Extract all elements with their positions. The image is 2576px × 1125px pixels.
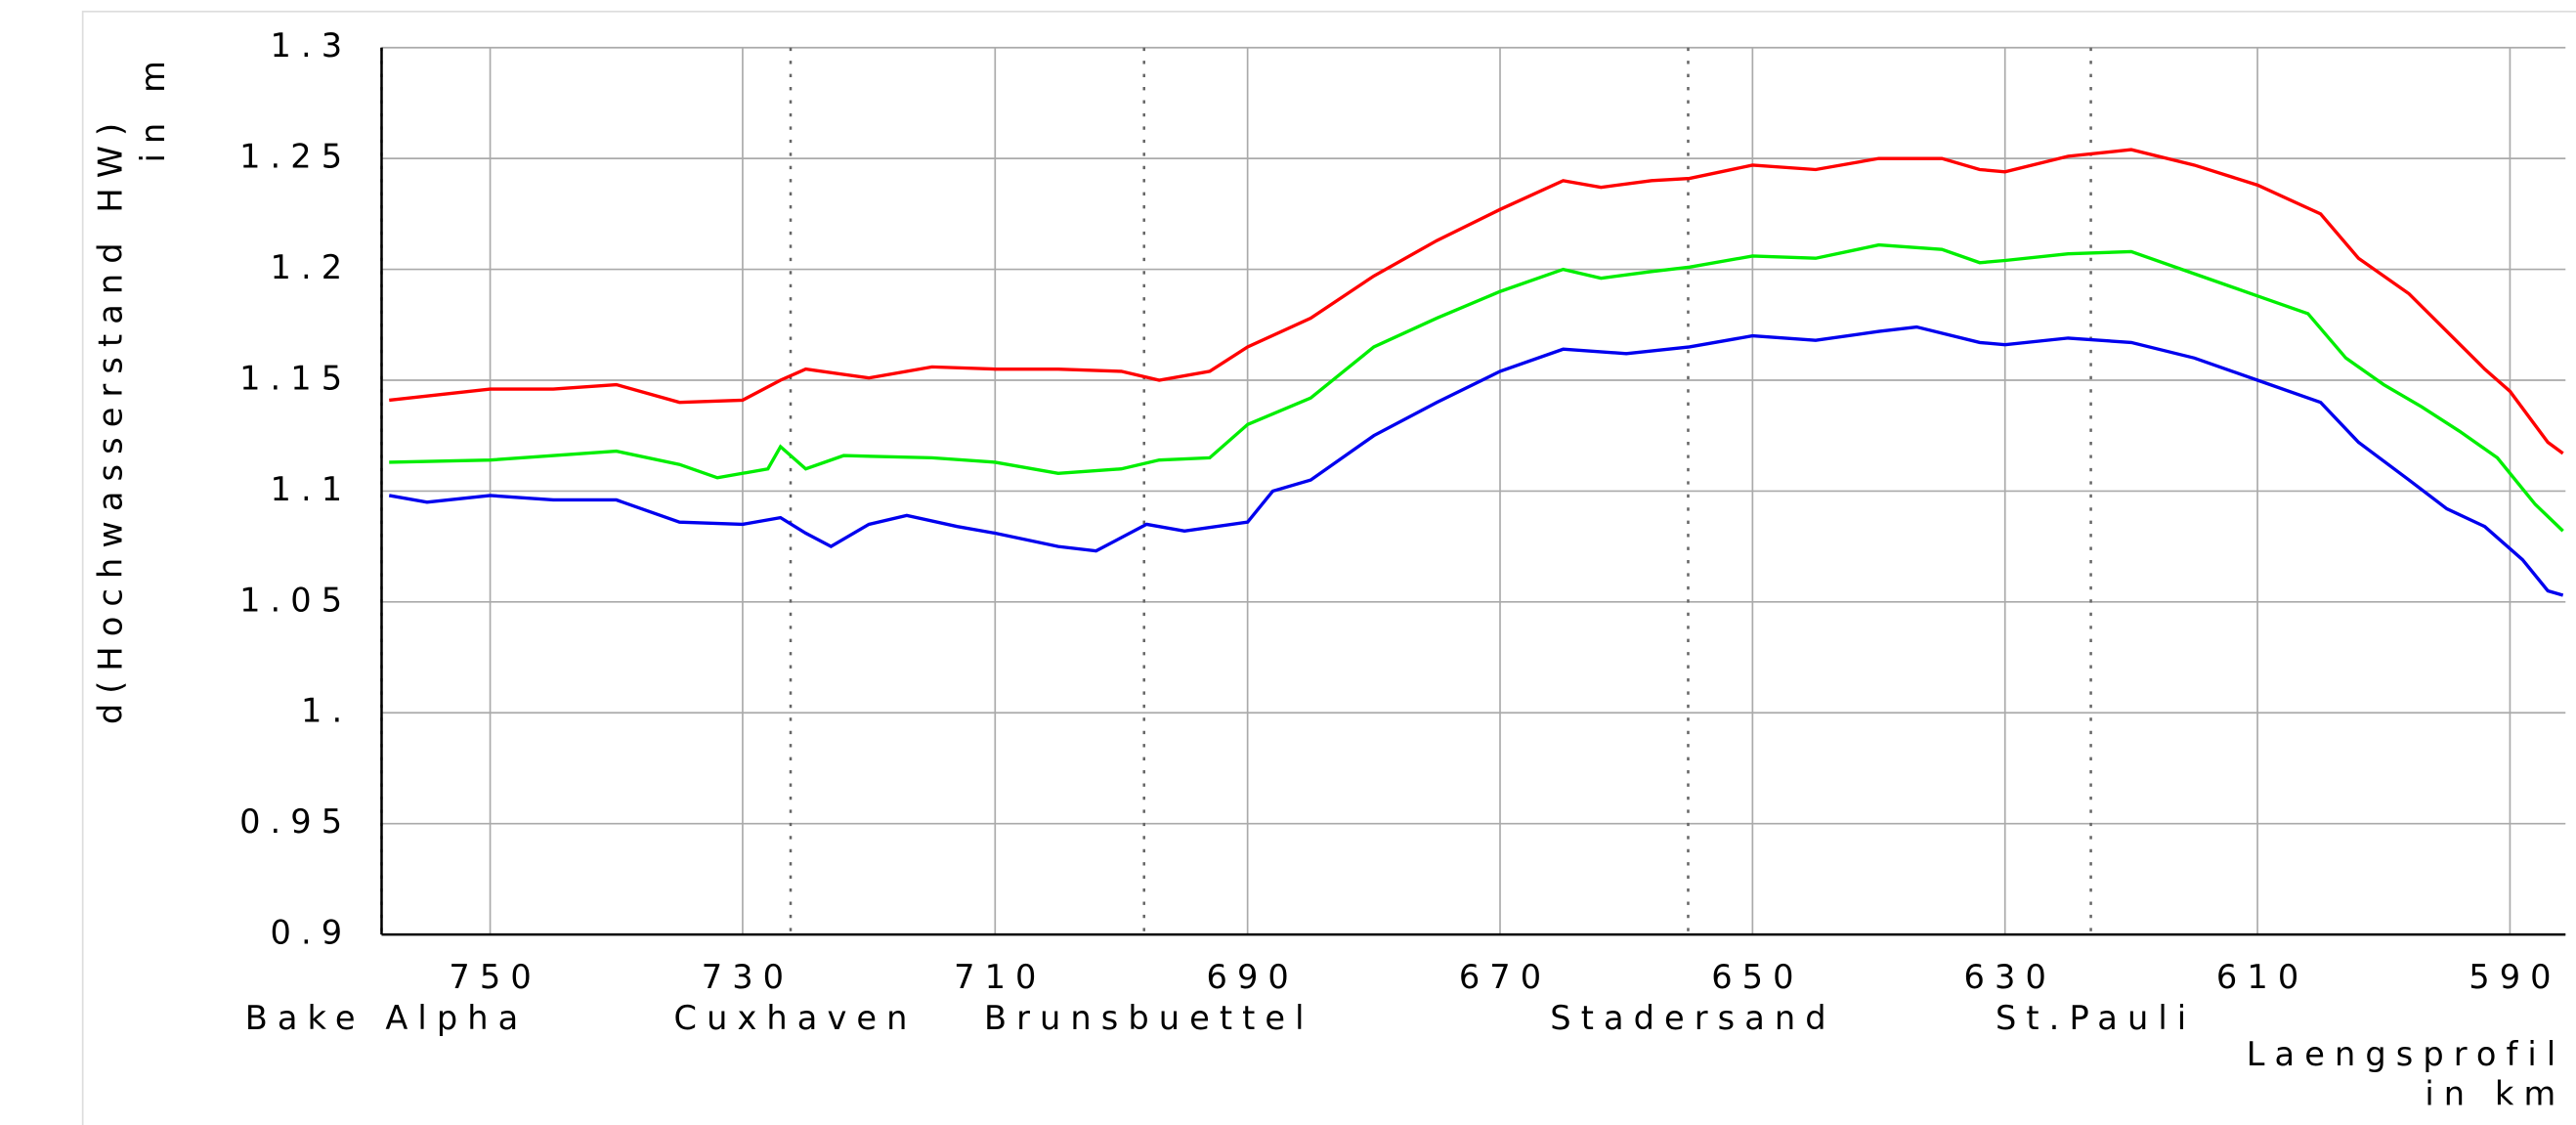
x-tick-label: 610 xyxy=(2216,958,2308,996)
y-tick-label: 0.95 xyxy=(239,802,352,841)
x-tick-label: 670 xyxy=(1459,958,1551,996)
location-label: Cuxhaven xyxy=(674,999,918,1037)
y-axis-unit: in m xyxy=(134,51,172,162)
x-tick-label: 630 xyxy=(1964,958,2056,996)
y-tick-label: 1.2 xyxy=(271,248,353,286)
location-label: Bake Alpha xyxy=(245,999,529,1037)
y-tick-label: 1.25 xyxy=(239,138,352,176)
x-tick-label: 730 xyxy=(702,958,794,996)
y-axis-label: d(Hochwasserstand HW) xyxy=(91,113,129,724)
location-label: Brunsbuettel xyxy=(984,999,1314,1037)
y-tick-label: 1.1 xyxy=(271,470,353,508)
location-label: St.Pauli xyxy=(1996,999,2196,1037)
series-line xyxy=(389,148,2564,455)
frame xyxy=(81,10,2576,1125)
x-tick-label: 710 xyxy=(954,958,1046,996)
x-axis-label: Laengsprofil xyxy=(2247,1035,2566,1073)
series-line xyxy=(388,325,2564,597)
x-tick-label: 750 xyxy=(449,958,540,996)
y-tick-label: 0.9 xyxy=(271,914,353,952)
series-line xyxy=(389,242,2564,533)
y-tick-label: 1. xyxy=(301,692,352,730)
x-tick-label: 650 xyxy=(1711,958,1803,996)
x-tick-label: 590 xyxy=(2469,958,2560,996)
y-tick-label: 1.15 xyxy=(239,359,352,397)
location-label: Stadersand xyxy=(1550,999,1835,1037)
x-axis-unit: in km xyxy=(2425,1074,2565,1112)
y-tick-label: 1.05 xyxy=(239,581,352,619)
x-tick-label: 690 xyxy=(1206,958,1298,996)
y-tick-label: 1.3 xyxy=(271,26,353,65)
